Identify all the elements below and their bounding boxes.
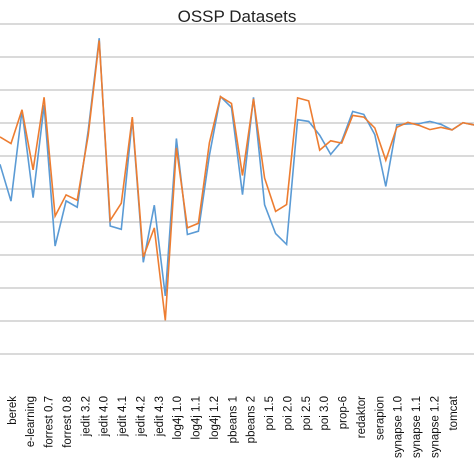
x-tick-label: poi 2.0: [282, 396, 294, 431]
series-lines: [0, 38, 474, 321]
x-tick-label: serapion: [374, 396, 386, 440]
x-tick-label: log4j 1.1: [191, 396, 203, 439]
x-tick-label: poi 1.5: [264, 396, 276, 431]
x-tick-label: tomcat: [448, 395, 460, 430]
x-tick-label: synapse 1.0: [393, 396, 405, 458]
x-tick-label: jedit 4.1: [117, 396, 129, 437]
x-tick-label: forrest 0.7: [44, 396, 56, 448]
x-tick-label: jedit 4.0: [99, 396, 111, 437]
x-tick-label: jedit 4.2: [136, 396, 148, 437]
x-tick-label: berek: [7, 396, 19, 425]
chart-title: OSSP Datasets: [178, 7, 297, 26]
x-tick-label: synapse 1.1: [411, 396, 423, 458]
series-line-2: [0, 40, 474, 321]
x-tick-label: poi 2.5: [301, 396, 313, 431]
series-line-1: [0, 38, 474, 296]
x-tick-label: log4j 1.2: [209, 396, 221, 439]
x-tick-label: redaktor: [356, 396, 368, 438]
x-tick-label: pbeans 2: [246, 396, 258, 443]
x-tick-labels: berek e-learning forrest 0.7 forrest 0.8 jed…: [7, 395, 460, 458]
x-tick-label: pbeans 1: [227, 396, 239, 443]
x-tick-label: poi 3.0: [319, 396, 331, 431]
x-tick-label: synapse 1.2: [429, 396, 441, 458]
x-tick-label: prop-6: [338, 396, 350, 429]
gridlines: [0, 23, 474, 355]
x-tick-label: jedit 3.2: [80, 396, 92, 437]
x-tick-label: log4j 1.0: [172, 396, 184, 439]
x-tick-label: forrest 0.8: [62, 396, 74, 448]
x-tick-label: e-learning: [25, 396, 37, 447]
x-tick-label: jedit 4.3: [154, 396, 166, 437]
